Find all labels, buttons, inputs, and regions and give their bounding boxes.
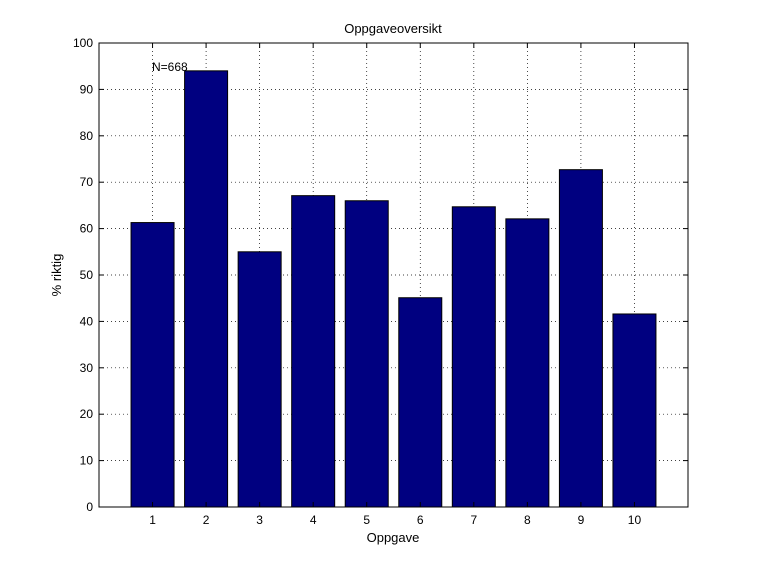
x-tick-label: 6 (417, 513, 424, 527)
x-tick-label: 5 (363, 513, 370, 527)
y-tick-label: 80 (80, 129, 94, 143)
x-tick-label: 7 (470, 513, 477, 527)
y-tick-label: 50 (80, 268, 94, 282)
x-tick-label: 1 (149, 513, 156, 527)
chart-title: Oppgaveoversikt (344, 21, 442, 36)
bar-oppgave-9 (558, 169, 603, 508)
bar-oppgave-2 (184, 70, 229, 508)
y-tick-label: 20 (80, 407, 94, 421)
tick-labels: 0 10 20 30 40 50 60 70 80 90 100 1 2 3 4 5 6 7 8 9 10 (73, 36, 641, 527)
y-tick-label: 40 (80, 314, 94, 328)
y-tick-label: 0 (86, 500, 93, 514)
ticks (99, 42, 688, 508)
y-tick-label: 70 (80, 175, 94, 189)
bar-oppgave-3 (237, 251, 282, 508)
x-axis-title: Oppgave (367, 530, 420, 545)
x-tick-label: 2 (203, 513, 210, 527)
x-tick-label: 3 (256, 513, 263, 527)
bar-oppgave-1 (130, 222, 175, 508)
y-tick-label: 60 (80, 222, 94, 236)
bar-oppgave-5 (344, 200, 389, 508)
bar-oppgave-10 (612, 313, 657, 508)
x-tick-label: 10 (628, 513, 642, 527)
bar-oppgave-8 (505, 218, 550, 508)
bar-oppgave-7 (451, 206, 496, 508)
x-tick-label: 8 (524, 513, 531, 527)
sample-size-annotation: N=668 (152, 60, 188, 74)
y-axis-title: % riktig (49, 254, 64, 297)
bar-oppgave-4 (291, 195, 336, 508)
y-tick-label: 100 (73, 36, 93, 50)
y-tick-label: 90 (80, 82, 94, 96)
y-tick-label: 10 (80, 454, 94, 468)
y-tick-label: 30 (80, 361, 94, 375)
bars (130, 70, 657, 508)
bar-oppgave-6 (398, 297, 443, 508)
x-tick-label: 4 (310, 513, 317, 527)
x-tick-label: 9 (578, 513, 585, 527)
